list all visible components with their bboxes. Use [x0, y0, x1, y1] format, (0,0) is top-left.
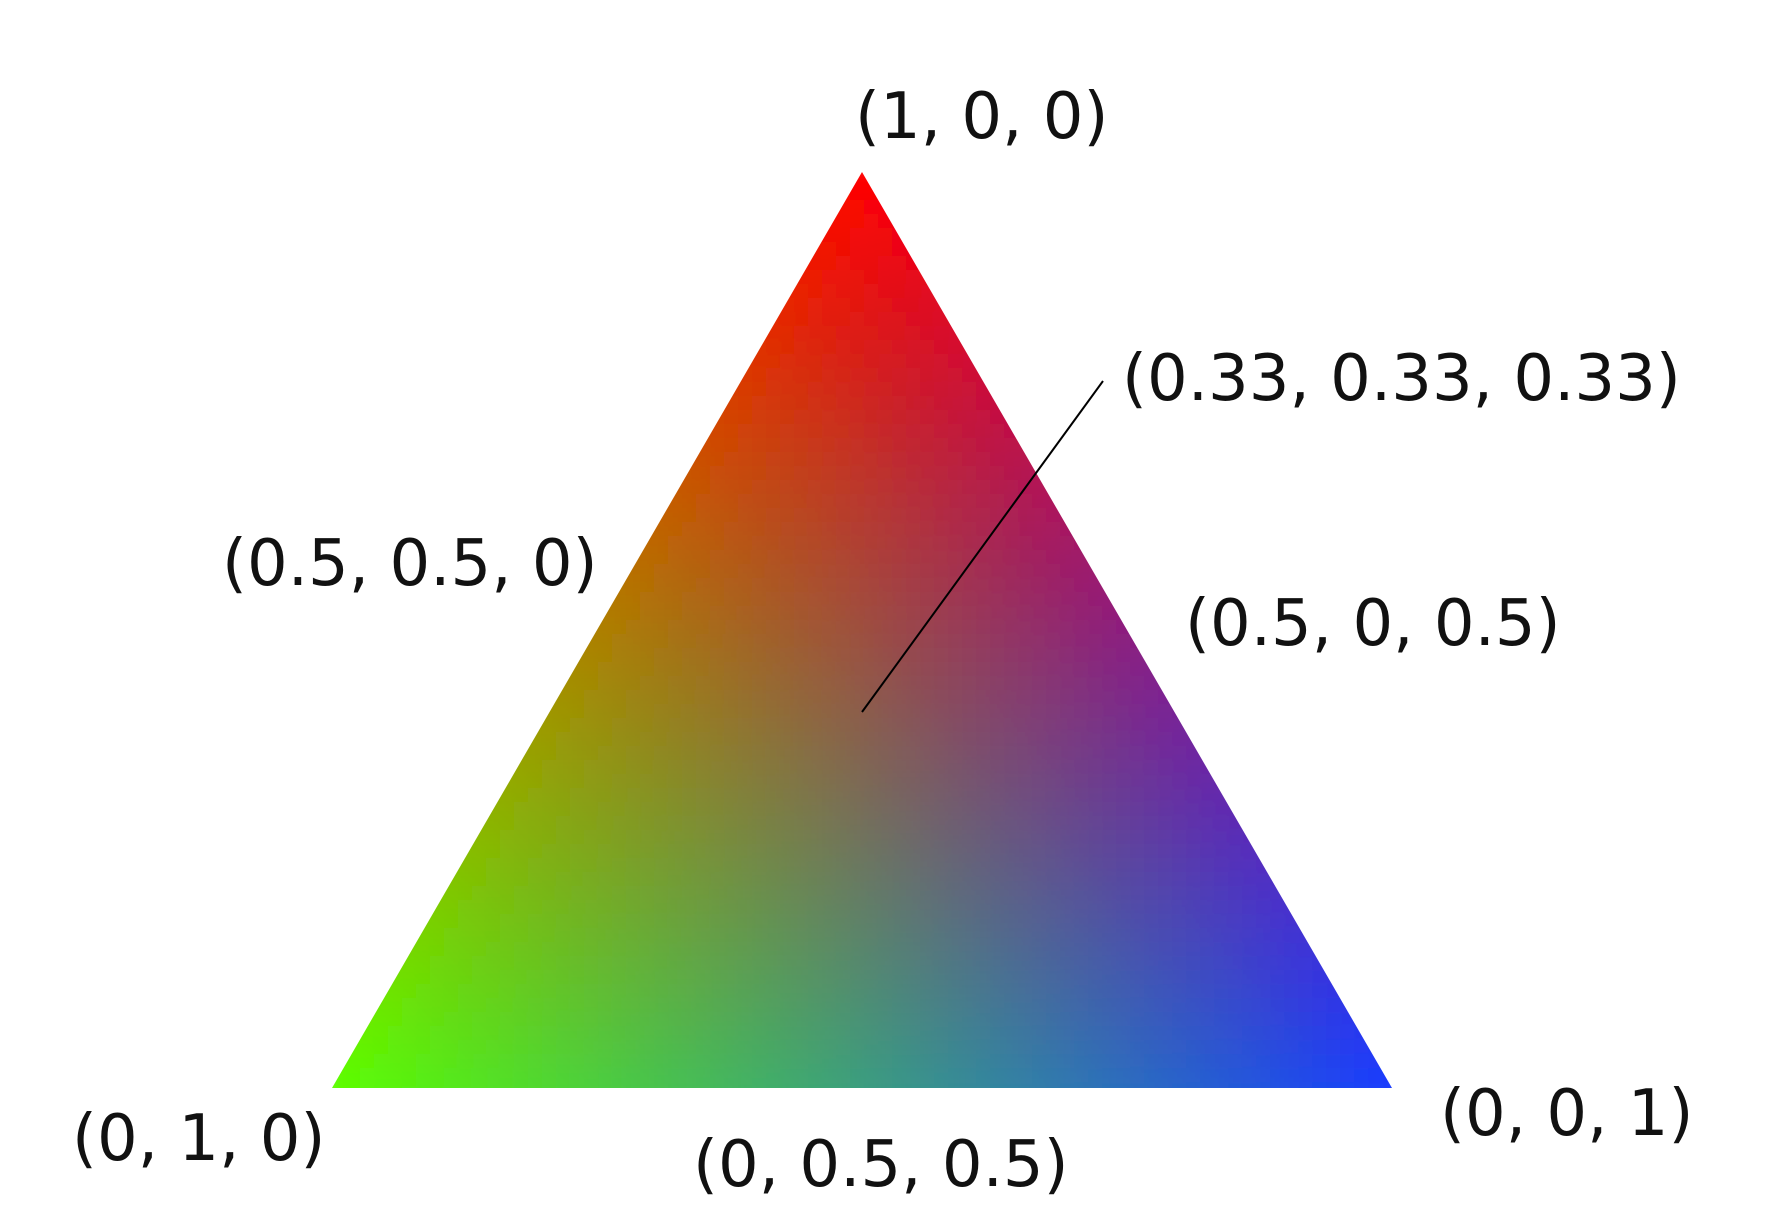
centroid-leader-line — [861, 380, 1104, 713]
left-edge-mid-label: (0.5, 0.5, 0) — [222, 527, 598, 601]
top-vertex-label: (1, 0, 0) — [855, 80, 1108, 154]
right-vertex-label: (0, 0, 1) — [1440, 1077, 1693, 1151]
right-edge-mid-label: (0.5, 0, 0.5) — [1185, 587, 1561, 661]
centroid-label: (0.33, 0.33, 0.33) — [1122, 342, 1681, 416]
left-vertex-label: (0, 1, 0) — [72, 1102, 325, 1176]
bottom-edge-mid-label: (0, 0.5, 0.5) — [693, 1128, 1069, 1202]
